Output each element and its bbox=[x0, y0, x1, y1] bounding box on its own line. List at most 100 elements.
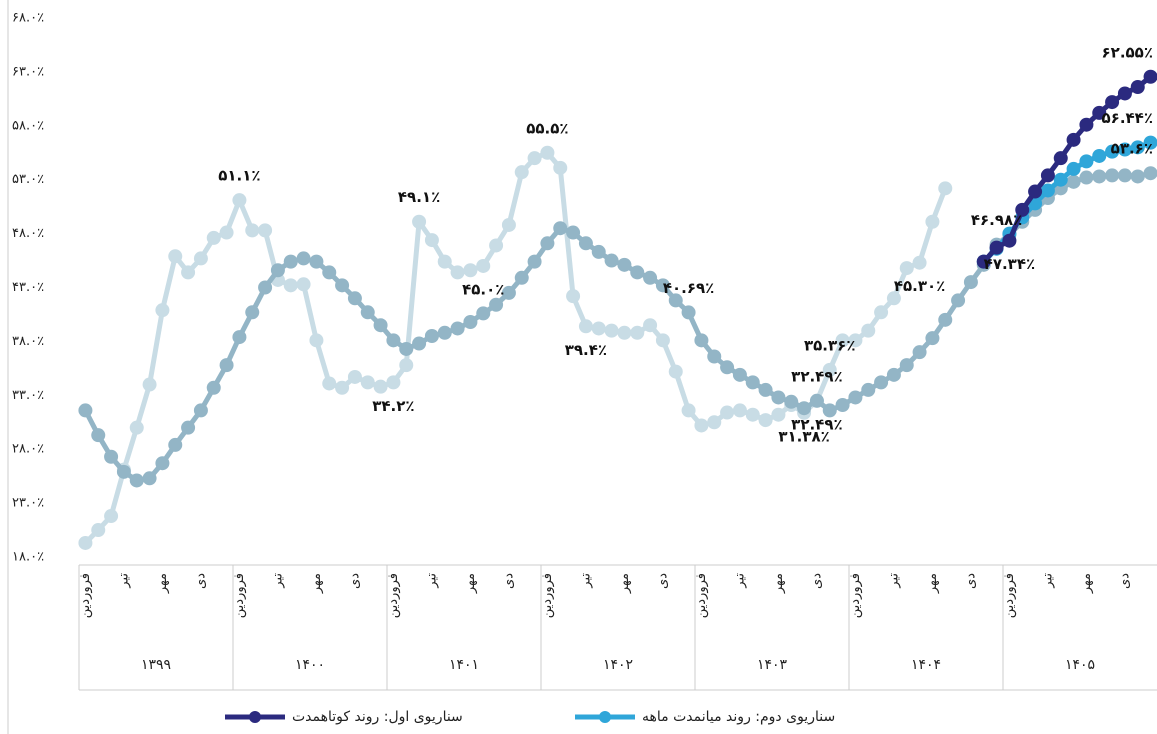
data-label: ۳۱.۳۸٪ bbox=[778, 427, 829, 445]
data-point bbox=[335, 278, 350, 293]
year-label: ۱۴۰۰ bbox=[295, 657, 325, 673]
data-label: ۳۹.۴٪ bbox=[565, 341, 607, 359]
data-point bbox=[681, 305, 696, 320]
data-label: ۴۶.۹۸٪ bbox=[971, 211, 1022, 229]
data-point bbox=[219, 225, 234, 240]
year-label: ۱۴۰۳ bbox=[757, 657, 788, 673]
data-point bbox=[591, 244, 606, 259]
data-label: ۳۵.۳۶٪ bbox=[804, 336, 855, 354]
data-point bbox=[732, 367, 747, 382]
year-label: ۱۴۰۱ bbox=[449, 657, 479, 673]
data-point bbox=[501, 217, 516, 232]
data-point bbox=[476, 306, 491, 321]
data-point bbox=[643, 318, 658, 333]
legend-marker bbox=[599, 711, 611, 723]
data-label: ۴۵.۰٪ bbox=[462, 280, 504, 298]
data-point bbox=[951, 293, 966, 308]
data-point bbox=[1066, 132, 1081, 147]
data-point bbox=[386, 333, 401, 348]
data-point bbox=[720, 405, 735, 420]
data-point bbox=[347, 291, 362, 306]
data-point bbox=[925, 214, 940, 229]
data-point bbox=[104, 449, 119, 464]
data-label: ۵۶.۴۴٪ bbox=[1102, 109, 1153, 127]
data-point bbox=[758, 413, 773, 428]
x-tick-label: مهر bbox=[617, 573, 632, 594]
data-point bbox=[347, 369, 362, 384]
data-point bbox=[245, 305, 260, 320]
data-point bbox=[771, 390, 786, 405]
data-point bbox=[643, 270, 658, 285]
x-tick-label: مهر bbox=[155, 573, 170, 594]
x-tick-label: دی bbox=[193, 573, 208, 589]
data-point bbox=[104, 509, 119, 524]
data-point bbox=[617, 325, 632, 340]
data-point bbox=[424, 329, 439, 344]
data-point bbox=[476, 258, 491, 273]
data-point bbox=[142, 471, 157, 486]
data-point bbox=[129, 420, 144, 435]
data-point bbox=[797, 401, 812, 416]
data-label: ۳۲.۴۹٪ bbox=[791, 367, 842, 385]
data-point bbox=[835, 333, 850, 348]
data-point bbox=[514, 270, 529, 285]
data-point bbox=[232, 330, 247, 345]
data-point bbox=[874, 375, 889, 390]
data-point bbox=[604, 253, 619, 268]
data-point bbox=[848, 333, 863, 348]
data-point bbox=[399, 341, 414, 356]
data-point bbox=[720, 360, 735, 375]
x-tick-label: مهر bbox=[771, 573, 786, 594]
data-point bbox=[886, 367, 901, 382]
legend-label: سناریوی دوم: روند میانمدت ماهه bbox=[642, 709, 835, 725]
data-point bbox=[309, 254, 324, 269]
data-point bbox=[745, 407, 760, 422]
data-point bbox=[553, 160, 568, 175]
data-point bbox=[245, 223, 260, 238]
data-point bbox=[1130, 140, 1145, 155]
x-tick-label: فروردین bbox=[694, 573, 709, 618]
x-tick-label: تیر bbox=[116, 573, 131, 589]
data-point bbox=[424, 233, 439, 248]
data-point bbox=[707, 415, 722, 430]
data-point bbox=[578, 319, 593, 334]
x-tick-label: مهر bbox=[463, 573, 478, 594]
y-tick-label: ۶۸.۰٪ bbox=[12, 11, 44, 26]
data-point bbox=[1117, 142, 1132, 157]
data-point bbox=[1079, 154, 1094, 169]
x-tick-label: تیر bbox=[424, 573, 439, 589]
data-point bbox=[912, 255, 927, 270]
y-tick-label: ۲۸.۰٪ bbox=[12, 442, 44, 457]
data-label: ۶۲.۵۵٪ bbox=[1102, 43, 1153, 61]
data-label: ۴۰.۶۹٪ bbox=[663, 279, 714, 297]
data-point bbox=[1092, 169, 1107, 184]
data-point bbox=[206, 380, 221, 395]
data-point bbox=[181, 265, 196, 280]
data-point bbox=[1092, 105, 1107, 120]
y-tick-label: ۳۸.۰٪ bbox=[12, 334, 44, 349]
data-point bbox=[630, 325, 645, 340]
data-point bbox=[1028, 184, 1043, 199]
data-point bbox=[732, 403, 747, 418]
y-tick-label: ۱۸.۰٪ bbox=[12, 550, 44, 565]
year-label: ۱۴۰۴ bbox=[911, 657, 941, 673]
data-point bbox=[450, 265, 465, 280]
data-point bbox=[1130, 79, 1145, 94]
data-point bbox=[681, 403, 696, 418]
data-point bbox=[501, 285, 516, 300]
y-tick-label: ۳۳.۰٪ bbox=[12, 388, 44, 403]
data-point bbox=[283, 278, 298, 293]
data-point bbox=[694, 333, 709, 348]
data-point bbox=[861, 323, 876, 338]
x-tick-label: تیر bbox=[578, 573, 593, 589]
x-tick-label: تیر bbox=[270, 573, 285, 589]
y-tick-label: ۵۳.۰٪ bbox=[12, 172, 44, 187]
data-point bbox=[1015, 202, 1030, 217]
data-point bbox=[258, 280, 273, 295]
x-tick-label: دی bbox=[963, 573, 978, 589]
data-point bbox=[322, 376, 337, 391]
data-point bbox=[848, 390, 863, 405]
data-label: ۴۷.۳۴٪ bbox=[984, 255, 1035, 273]
data-label: ۵۵.۵٪ bbox=[526, 119, 568, 137]
data-point bbox=[1053, 151, 1068, 166]
